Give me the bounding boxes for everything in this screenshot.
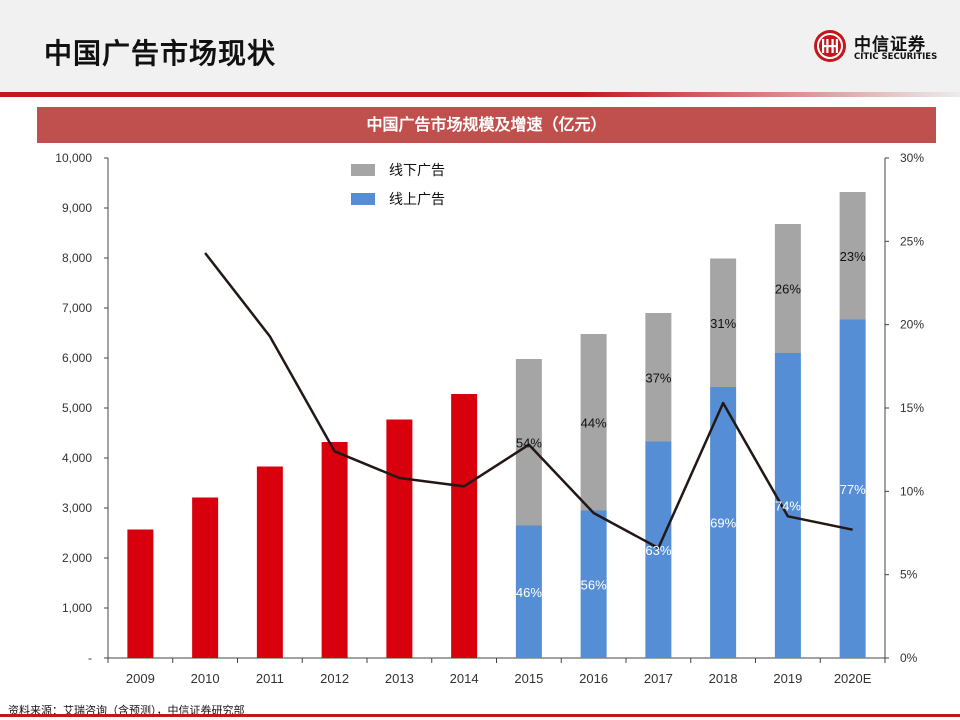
x-tick-label: 2020E xyxy=(834,671,872,686)
legend-label: 线上广告 xyxy=(389,191,445,207)
online-share-label: 77% xyxy=(840,482,866,497)
total-bar xyxy=(451,394,478,658)
left-tick-label: 10,000 xyxy=(55,151,92,165)
offline-share-label: 23% xyxy=(840,249,866,264)
source-note: 资料来源：艾瑞咨询（含预测），中信证券研究部 xyxy=(8,704,245,717)
x-tick-label: 2019 xyxy=(773,671,802,686)
offline-share-label: 31% xyxy=(710,316,736,331)
legend-label: 线下广告 xyxy=(389,162,445,178)
x-tick-label: 2015 xyxy=(514,671,543,686)
logo-subtitle: CITIC SECURITIES xyxy=(854,52,938,62)
online-bar xyxy=(580,510,607,658)
right-tick-label: 0% xyxy=(900,651,918,665)
online-bar xyxy=(774,353,801,658)
online-share-label: 46% xyxy=(516,585,542,600)
page-title: 中国广告市场现状 xyxy=(44,37,277,70)
online-bar xyxy=(645,441,672,658)
right-tick-label: 10% xyxy=(900,484,924,498)
online-share-label: 69% xyxy=(710,516,736,531)
total-bar xyxy=(256,466,283,658)
x-tick-label: 2010 xyxy=(191,671,220,686)
left-tick-label: 3,000 xyxy=(62,501,92,515)
total-bar xyxy=(321,442,348,658)
left-tick-label: 2,000 xyxy=(62,551,92,565)
online-bar xyxy=(839,319,866,658)
online-share-label: 63% xyxy=(645,543,671,558)
chart-title-banner: 中国广告市场规模及增速（亿元） xyxy=(37,107,936,143)
right-tick-label: 5% xyxy=(900,568,918,582)
offline-bar xyxy=(774,224,801,353)
growth-rate-line xyxy=(204,252,853,550)
online-share-label: 74% xyxy=(775,499,801,514)
left-tick-label: 4,000 xyxy=(62,451,92,465)
company-logo: 中信证券 CITIC SECURITIES xyxy=(812,28,942,68)
online-share-label: 56% xyxy=(581,577,607,592)
offline-share-label: 37% xyxy=(645,370,671,385)
legend-swatch xyxy=(351,164,375,176)
footer-divider xyxy=(0,714,960,717)
right-tick-label: 20% xyxy=(900,318,924,332)
left-tick-label: 6,000 xyxy=(62,351,92,365)
legend-swatch xyxy=(351,193,375,205)
x-tick-label: 2014 xyxy=(450,671,479,686)
citic-emblem-icon xyxy=(814,30,846,62)
left-tick-label: 9,000 xyxy=(62,201,92,215)
x-tick-label: 2017 xyxy=(644,671,673,686)
right-tick-label: 30% xyxy=(900,151,924,165)
left-tick-label: - xyxy=(88,651,92,665)
header-divider xyxy=(0,92,960,97)
offline-bar xyxy=(580,334,607,511)
left-tick-label: 8,000 xyxy=(62,251,92,265)
online-bar xyxy=(515,525,542,658)
x-tick-label: 2012 xyxy=(320,671,349,686)
offline-bar xyxy=(645,313,672,442)
offline-share-label: 44% xyxy=(581,415,607,430)
total-bar xyxy=(386,419,413,658)
offline-share-label: 54% xyxy=(516,435,542,450)
x-tick-label: 2011 xyxy=(256,671,284,686)
total-bar xyxy=(192,497,219,658)
x-tick-label: 2016 xyxy=(579,671,608,686)
offline-share-label: 26% xyxy=(775,282,801,297)
left-tick-label: 5,000 xyxy=(62,401,92,415)
x-tick-label: 2009 xyxy=(126,671,155,686)
right-tick-label: 25% xyxy=(900,234,924,248)
offline-bar xyxy=(710,258,737,387)
online-bar xyxy=(710,387,737,658)
total-bar xyxy=(127,529,154,658)
right-tick-label: 15% xyxy=(900,401,924,415)
left-tick-label: 7,000 xyxy=(62,301,92,315)
offline-bar xyxy=(839,192,866,320)
logo-name: 中信证券 xyxy=(854,35,926,55)
left-tick-label: 1,000 xyxy=(62,601,92,615)
x-tick-label: 2018 xyxy=(709,671,738,686)
offline-bar xyxy=(515,359,542,526)
x-tick-label: 2013 xyxy=(385,671,414,686)
header-bar xyxy=(0,0,960,92)
